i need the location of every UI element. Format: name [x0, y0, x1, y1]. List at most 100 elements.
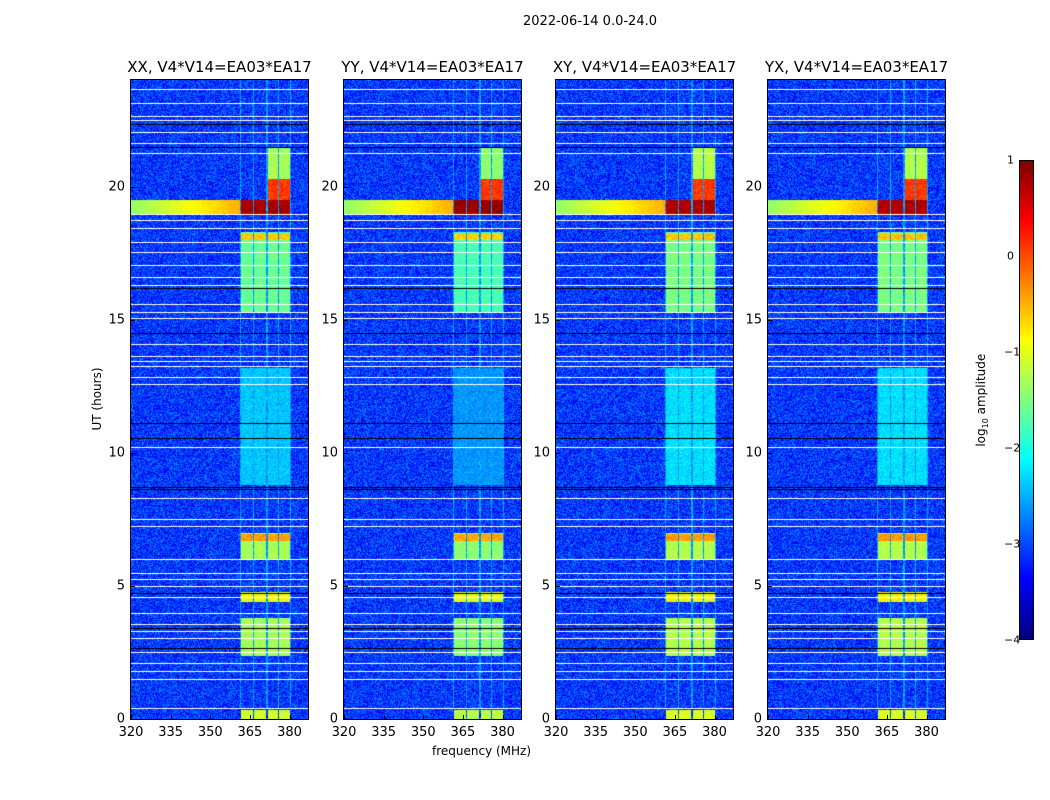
y-tick: [344, 452, 348, 454]
panel-title: YY, V4*V14=EA03*EA17: [341, 58, 524, 76]
colorbar-tick-label: −1: [1004, 345, 1021, 359]
y-tick: [556, 186, 560, 188]
panel-yy: YY, V4*V14=EA03*EA17 320 335 350 365 380 0 5 10 1…: [321, 58, 523, 740]
panel-title: YX, V4*V14=EA03*EA17: [764, 58, 949, 76]
y-tick-label: 0: [329, 711, 338, 727]
x-tick: [289, 715, 291, 719]
x-tick-label: 380: [702, 725, 727, 740]
y-tick: [768, 186, 772, 188]
y-tick-label: 0: [541, 711, 550, 727]
x-tick: [502, 715, 504, 719]
y-tick: [768, 452, 772, 454]
y-tick-label: 15: [745, 312, 762, 328]
x-tick: [595, 715, 597, 719]
spectrogram-heatmap: [131, 80, 308, 719]
colorbar-tick-label: −4: [1004, 633, 1021, 647]
y-tick: [131, 719, 135, 720]
y-tick: [768, 719, 772, 720]
colorbar: [1019, 160, 1034, 640]
y-tick-label: 0: [116, 711, 125, 727]
x-tick-label: 350: [834, 725, 860, 740]
y-tick-label: 10: [533, 445, 550, 461]
x-tick-label: 350: [410, 725, 436, 740]
spectrogram-heatmap: [344, 80, 521, 719]
y-tick: [556, 319, 560, 321]
x-tick: [926, 715, 928, 719]
y-tick-label: 15: [108, 312, 125, 328]
y-tick: [131, 319, 135, 321]
x-tick: [635, 715, 637, 719]
y-tick-label: 0: [753, 711, 762, 727]
y-tick: [344, 186, 348, 188]
x-tick: [768, 715, 769, 719]
x-tick: [344, 715, 345, 719]
x-tick: [131, 715, 132, 719]
colorbar-tick-label: 1: [1007, 153, 1014, 167]
x-tick-label: 335: [371, 725, 397, 740]
y-tick: [131, 585, 135, 587]
y-tick-label: 5: [329, 578, 338, 594]
x-tick-label: 365: [662, 725, 688, 740]
y-tick-label: 10: [745, 445, 762, 461]
y-tick: [768, 585, 772, 587]
y-tick: [344, 719, 348, 720]
x-tick: [462, 715, 464, 719]
colorbar-label: log10 amplitude: [973, 353, 991, 447]
x-tick: [249, 715, 251, 719]
y-tick-label: 20: [321, 179, 338, 194]
x-tick: [556, 715, 557, 719]
y-tick: [131, 186, 135, 188]
y-tick-label: 5: [753, 578, 762, 594]
panel-xx: XX, V4*V14=EA03*EA17 320 335 350 365 380 0 5 10 1…: [108, 58, 311, 740]
y-tick: [344, 319, 348, 321]
y-tick: [131, 452, 135, 454]
panel-yx: YX, V4*V14=EA03*EA17 320 335 350 365 380 0 5 10 1…: [745, 58, 948, 740]
spectrogram-heatmap: [556, 80, 733, 719]
y-tick-label: 20: [745, 179, 762, 194]
x-tick: [807, 715, 809, 719]
y-tick: [556, 452, 560, 454]
x-axis-label: frequency (MHz): [432, 744, 532, 758]
x-tick-label: 365: [237, 725, 263, 740]
x-tick: [423, 715, 425, 719]
panel-title: XY, V4*V14=EA03*EA17: [552, 58, 737, 76]
y-tick: [344, 585, 348, 587]
x-tick-label: 350: [622, 725, 648, 740]
x-tick: [886, 715, 888, 719]
colorbar-gradient: [1020, 161, 1033, 639]
y-tick-label: 10: [108, 445, 125, 461]
x-tick-label: 350: [197, 725, 223, 740]
y-tick-label: 15: [321, 312, 338, 328]
y-tick: [768, 319, 772, 321]
x-tick-label: 320: [755, 725, 781, 740]
x-tick-label: 320: [118, 725, 144, 740]
panel-xy: XY, V4*V14=EA03*EA17 320 335 350 365 380 0 5 10 1…: [533, 58, 736, 740]
x-tick: [383, 715, 385, 719]
y-tick-label: 20: [108, 179, 125, 194]
y-tick-label: 20: [533, 179, 550, 194]
y-tick-label: 5: [116, 578, 125, 594]
x-tick-label: 380: [490, 725, 515, 740]
x-tick-label: 380: [914, 725, 939, 740]
y-tick-label: 15: [533, 312, 550, 328]
x-tick: [714, 715, 716, 719]
y-tick-label: 10: [321, 445, 338, 461]
x-tick-label: 320: [331, 725, 357, 740]
x-tick-label: 365: [450, 725, 476, 740]
y-tick-label: 5: [541, 578, 550, 594]
x-tick-label: 335: [158, 725, 184, 740]
y-axis-label: UT (hours): [90, 367, 104, 431]
colorbar-tick-label: −2: [1004, 441, 1021, 455]
x-tick-label: 365: [874, 725, 900, 740]
colorbar-tick-label: 0: [1007, 249, 1014, 263]
x-tick: [847, 715, 849, 719]
x-tick-label: 380: [277, 725, 302, 740]
figure-title: 2022-06-14 0.0-24.0: [523, 14, 657, 29]
x-tick-label: 335: [795, 725, 821, 740]
y-tick: [556, 585, 560, 587]
x-tick: [170, 715, 172, 719]
x-tick-label: 335: [583, 725, 609, 740]
colorbar-tick-label: −3: [1004, 537, 1021, 551]
x-tick: [674, 715, 676, 719]
